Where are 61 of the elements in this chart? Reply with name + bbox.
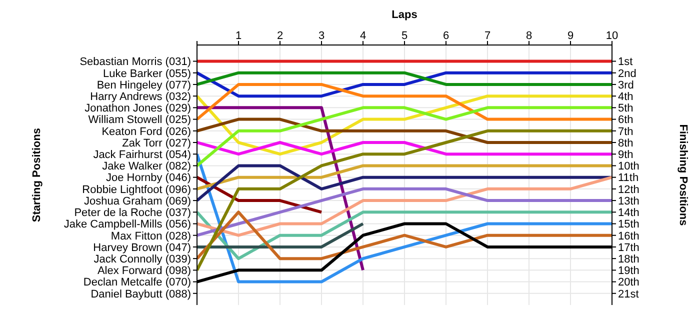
x-tick-label: 6 <box>442 30 450 42</box>
text: Declan Metcalfe (070) <box>83 276 191 289</box>
x-axis-title: Laps <box>392 8 418 21</box>
x-tick-label: 3 <box>318 30 325 42</box>
text: Jonathon Jones (029) <box>84 102 191 115</box>
text: Luke Barker (055) <box>102 68 191 80</box>
y2-tick-label: 9th <box>618 149 634 162</box>
text: Harvey Brown (047) <box>93 242 191 254</box>
line-series <box>197 106 612 168</box>
y2-tick-label: 14th <box>618 207 640 220</box>
y2-tick-label: 6th <box>618 114 634 126</box>
y2-tick-label: 20th <box>618 276 640 289</box>
line-series <box>197 176 612 237</box>
y2-tick-label: 5th <box>618 102 634 115</box>
text: Alex Forward (098) <box>97 265 191 278</box>
y2-tick-label: 12th <box>618 184 640 196</box>
y2-tick-label: 15th <box>618 218 640 231</box>
y2-tick-label: 7th <box>618 126 634 138</box>
text: William Stowell (025) <box>88 114 191 126</box>
x-tick-label: 8 <box>526 30 532 42</box>
text: Starting Positions <box>30 128 43 222</box>
text: Jake Walker (082) <box>102 160 191 173</box>
y2-tick-label: 16th <box>618 230 640 242</box>
text: Keaton Ford (026) <box>102 126 191 138</box>
text: Harry Andrews (032) <box>90 90 191 103</box>
text: Jack Fairhurst (054) <box>93 149 191 162</box>
text: Joshua Graham (069) <box>84 195 191 208</box>
text: Jack Connolly (039) <box>94 253 191 266</box>
text: Peter de la Roche (037) <box>74 207 191 220</box>
y2-tick-label: 1st <box>618 56 633 68</box>
y2-axis-title: Finishing Positions <box>677 124 690 226</box>
y2-tick-label: 13th <box>618 195 640 208</box>
y2-tick-label: 17th <box>618 242 640 254</box>
x-tick-label: 9 <box>567 30 574 42</box>
text: Jake Campbell-Mills (056) <box>64 218 191 231</box>
x-tick-label: 7 <box>484 30 491 42</box>
x-tick-label: 1 <box>235 30 242 42</box>
line-series <box>197 152 612 284</box>
y2-tick-label: 4th <box>618 90 634 103</box>
line-series <box>197 129 612 272</box>
x-tick-label: 4 <box>360 30 366 42</box>
text: Daniel Baybutt (088) <box>90 288 191 300</box>
x-tick-label: 2 <box>276 30 284 42</box>
y2-tick-label: 11th <box>618 172 639 184</box>
text: Zak Torr (027) <box>122 137 191 150</box>
text: Robbie Lightfoot (096) <box>82 184 191 196</box>
y2-tick-label: 8th <box>618 137 634 150</box>
x-tick-label: 5 <box>401 30 408 42</box>
text: Sebastian Morris (031) <box>80 56 191 68</box>
text: Max Fitton (028) <box>110 230 191 242</box>
line-series <box>197 164 612 202</box>
text: Joe Hornby (046) <box>106 172 191 184</box>
text: Ben Hingeley (077) <box>96 79 191 92</box>
line-series <box>197 187 612 237</box>
y2-tick-label: 2nd <box>618 68 636 80</box>
y2-tick-label: 19th <box>618 265 640 278</box>
y2-tick-label: 18th <box>618 253 640 266</box>
x-tick-label: 10 <box>606 30 618 42</box>
y2-tick-label: 3rd <box>618 79 634 92</box>
y2-tick-label: 21st <box>618 288 639 300</box>
y2-tick-label: 10th <box>618 160 640 173</box>
